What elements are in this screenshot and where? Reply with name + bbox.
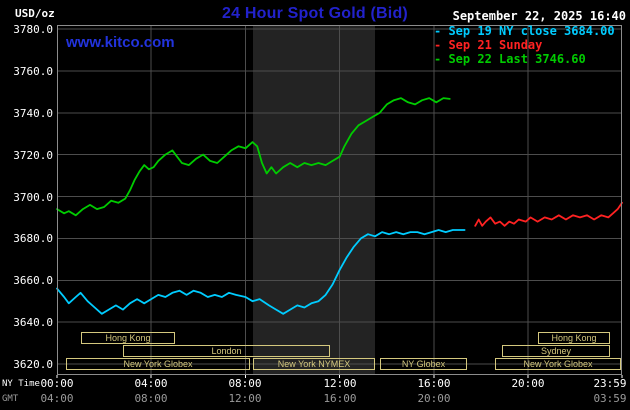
x-axis-label-ny: 20:00 xyxy=(511,377,545,390)
plot-border xyxy=(57,25,622,375)
sep-21-line xyxy=(474,201,623,227)
plot-area: www.kitco.com Hong Kong Hong Kong London Sy… xyxy=(56,25,623,378)
x-axis-label-gmt: 04:00 xyxy=(40,392,74,405)
session-box-hong-kong-late: Hong Kong xyxy=(538,332,610,344)
chart-canvas xyxy=(56,25,623,378)
session-box-new-york-nymex: New York NYMEX xyxy=(253,358,375,370)
kitco-link[interactable]: www.kitco.com xyxy=(66,34,175,51)
x-axis-label-gmt: 16:00 xyxy=(323,392,357,405)
session-box-sydney: Sydney xyxy=(502,345,610,357)
sep-19-line xyxy=(56,229,466,315)
x-axis-label-ny: 00:00 xyxy=(40,377,74,390)
nymex-session-band xyxy=(253,25,375,375)
legend-item: - Sep 21 Sunday xyxy=(434,38,543,52)
legend: - Sep 19 NY close 3684.00- Sep 21 Sunday… xyxy=(434,24,626,66)
y-axis-label: 3640.0 xyxy=(13,316,53,329)
x-axis-label-ny: 23:59 xyxy=(593,377,627,390)
y-axis-label: 3680.0 xyxy=(13,232,53,245)
x-axis-label-ny: 16:00 xyxy=(417,377,451,390)
x-axis-label-ny: 08:00 xyxy=(228,377,262,390)
x-axis-label-gmt: 03:59 xyxy=(593,392,627,405)
x-axis-label-ny: 12:00 xyxy=(323,377,357,390)
y-axis-label: 3720.0 xyxy=(13,149,53,162)
y-axis-label: 3780.0 xyxy=(13,23,53,36)
datetime-label: September 22, 2025 16:40 xyxy=(452,9,626,23)
y-axis-label: 3760.0 xyxy=(13,65,53,78)
session-box-london: London xyxy=(123,345,330,357)
y-axis-label: 3700.0 xyxy=(13,191,53,204)
session-box-new-york-globex-late: New York Globex xyxy=(495,358,621,370)
gmt-axis-label: GMT xyxy=(2,394,19,404)
session-box-ny-globex-mid: NY Globex xyxy=(380,358,467,370)
legend-item: - Sep 19 NY close 3684.00 xyxy=(434,24,615,38)
x-axis-label-gmt: 20:00 xyxy=(417,392,451,405)
y-axis-label: 3740.0 xyxy=(13,107,53,120)
y-axis-label: 3620.0 xyxy=(13,358,53,371)
sep-22-line xyxy=(56,97,451,217)
legend-item: - Sep 22 Last 3746.60 xyxy=(434,52,586,66)
ny-time-axis-label: NY Time xyxy=(2,379,40,389)
page-title: 24 Hour Spot Gold (Bid) xyxy=(222,5,408,22)
x-axis-label-ny: 04:00 xyxy=(134,377,168,390)
y-axis-label: 3660.0 xyxy=(13,274,53,287)
x-axis-label-gmt: 08:00 xyxy=(134,392,168,405)
session-box-new-york-globex-early: New York Globex xyxy=(66,358,250,370)
unit-label: USD/oz xyxy=(15,7,55,20)
session-box-hong-kong-early: Hong Kong xyxy=(81,332,175,344)
x-axis-label-gmt: 12:00 xyxy=(228,392,262,405)
